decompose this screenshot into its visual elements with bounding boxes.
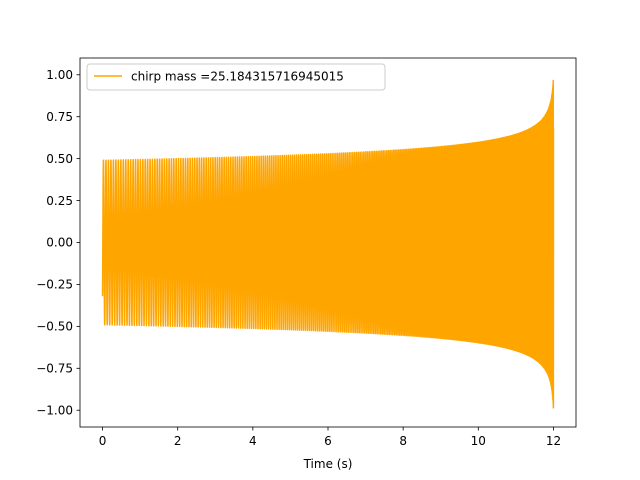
x-tick-label: 2 [174,434,182,448]
legend-box [86,63,386,91]
legend-label: chirp mass =25.184315716945015 [131,70,344,84]
legend: chirp mass =25.184315716945015 [86,63,386,91]
y-tick-label: 0.50 [46,152,73,166]
y-tick-label: −0.75 [36,361,73,375]
series-line-chirp [101,79,555,409]
y-tick-label: −0.25 [36,278,73,292]
axes-frame [79,57,577,428]
y-tick-label: 0.25 [46,194,73,208]
y-tick-label: 0.00 [46,236,73,250]
plot-area [101,79,555,409]
x-tick-label: 4 [249,434,257,448]
x-tick-label: 6 [324,434,332,448]
y-tick-label: 0.75 [46,110,73,124]
x-axis-label: Time (s) [303,457,353,471]
y-axis-ticks: −1.00 −0.75 −0.50 −0.25 0.00 0.25 0.50 0.75 1.00 [36,68,80,417]
y-tick-label: 1.00 [46,68,73,82]
x-tick-label: 0 [99,434,107,448]
x-axis-ticks: 0 2 4 6 8 10 12 [99,427,561,448]
y-tick-label: −1.00 [36,403,73,417]
x-tick-label: 10 [471,434,486,448]
x-tick-label: 8 [399,434,407,448]
y-tick-label: −0.50 [36,320,73,334]
x-tick-label: 12 [546,434,561,448]
